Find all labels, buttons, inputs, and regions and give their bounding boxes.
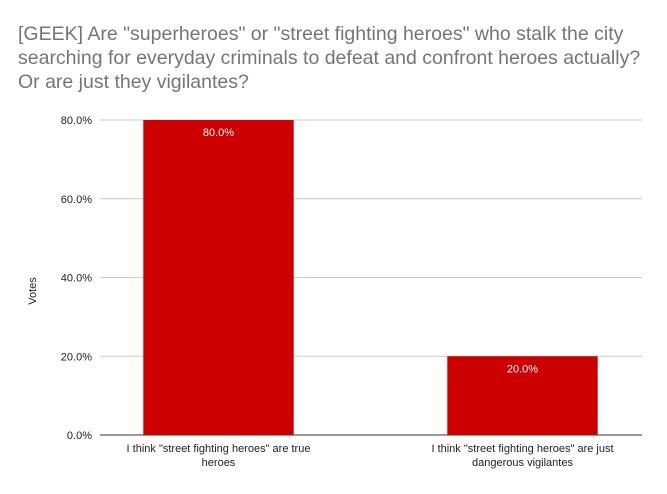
x-category-label: I think "street fighting heroes" are jus… bbox=[431, 443, 613, 469]
y-tick-label: 20.0% bbox=[61, 351, 92, 363]
y-tick-label: 40.0% bbox=[61, 273, 92, 285]
y-axis-label: Votes bbox=[27, 277, 39, 305]
y-axis-ticks: 0.0% 20.0% 40.0% 60.0% 80.0% bbox=[61, 115, 92, 442]
chart-title: [GEEK] Are "superheroes" or "street figh… bbox=[18, 23, 641, 93]
bar bbox=[143, 120, 294, 435]
bars: 80.0% 20.0% bbox=[143, 120, 598, 435]
bar-data-label: 80.0% bbox=[203, 127, 234, 139]
y-tick-label: 80.0% bbox=[61, 115, 92, 127]
y-tick-label: 60.0% bbox=[61, 194, 92, 206]
bar bbox=[447, 356, 598, 435]
x-category-label: I think "street fighting heroes" are tru… bbox=[127, 443, 311, 469]
x-axis-categories: I think "street fighting heroes" are tru… bbox=[127, 443, 614, 469]
y-tick-label: 0.0% bbox=[67, 430, 92, 442]
bar-data-label: 20.0% bbox=[507, 363, 538, 375]
